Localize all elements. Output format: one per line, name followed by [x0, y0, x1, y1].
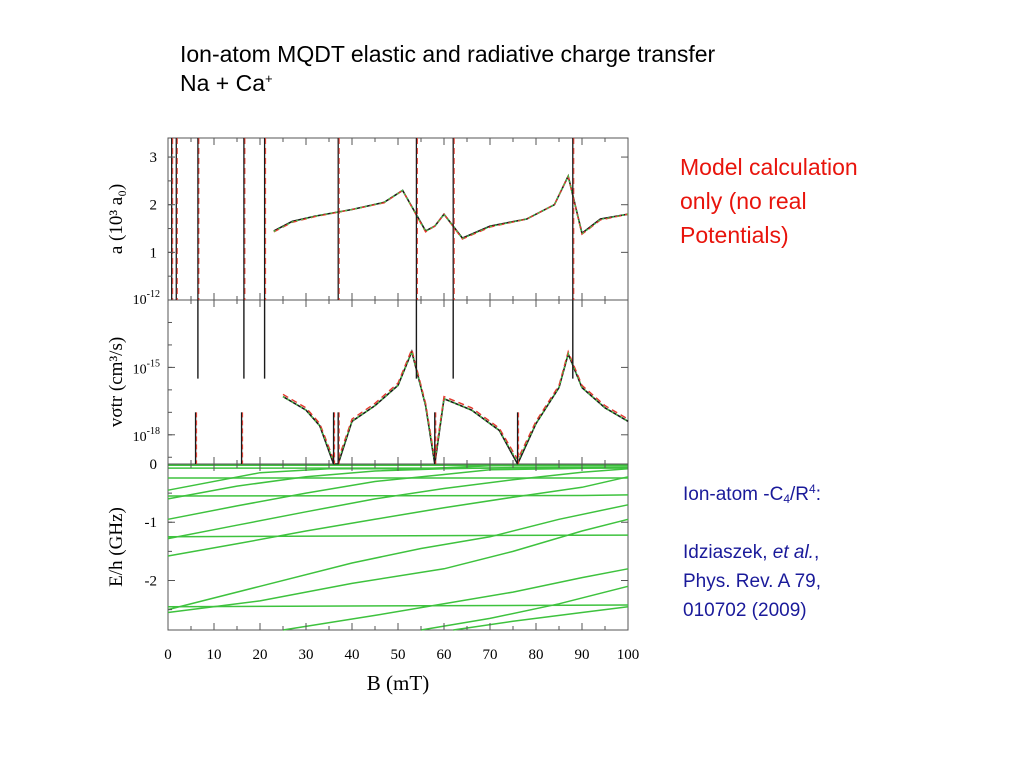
x-axis-label: B (mT)	[367, 671, 429, 695]
a-axis-label: a (10³ a₀)	[106, 184, 127, 254]
a-tick-label: 3	[150, 150, 158, 166]
energy-tick-label: 0	[150, 457, 158, 473]
panel-a-frame	[167, 137, 629, 301]
energy-tick-label: -1	[145, 515, 158, 531]
slide-title: Ion-atom MQDT elastic and radiative char…	[180, 40, 900, 98]
model-note: Model calculation only (no real Potentia…	[680, 150, 920, 252]
model-note-line-1: Model calculation	[680, 154, 858, 180]
model-superscript: 4	[809, 482, 816, 496]
energy-axis-label: E/h (GHz)	[106, 507, 127, 587]
energy-level-curve	[167, 476, 629, 557]
axis-tick-labels: 0 10 20 30 40 50 60 70 80 90 100 1 2 3 10-12 10-15 10-18…	[133, 150, 640, 663]
energy-level-curve	[167, 466, 629, 500]
energy-level-curve	[167, 534, 629, 538]
energy-level-curve	[167, 518, 629, 614]
x-tick-label: 0	[164, 647, 172, 663]
energy-level-curve	[282, 568, 629, 631]
panel-energy-curves	[167, 464, 629, 631]
potential-model: Ion-atom -C4/R4:	[683, 480, 943, 509]
citation-journal: Phys. Rev. A 79,	[683, 571, 822, 592]
rate-series-dashed	[282, 347, 629, 461]
energy-level-curve	[453, 605, 629, 631]
rate-tick-label: 10-15	[133, 358, 160, 377]
energy-level-curve	[420, 585, 629, 631]
model-suffix: :	[815, 484, 821, 505]
citation-authors: Idziaszek, et al.,	[683, 538, 943, 567]
title-system: Na + Ca	[180, 70, 266, 96]
x-tick-label: 10	[207, 647, 222, 663]
a-tick-label: 1	[150, 245, 158, 261]
a-tick-label: 2	[150, 198, 158, 214]
x-tick-label: 60	[437, 647, 452, 663]
x-tick-label: 40	[345, 647, 360, 663]
et-al-comma: ,	[813, 542, 820, 563]
a-series-dotted	[273, 174, 629, 240]
reference-block: Ion-atom -C4/R4: Idziaszek, et al., Phys…	[683, 480, 943, 625]
citation-article: 010702 (2009)	[683, 600, 807, 621]
x-tick-label: 50	[391, 647, 406, 663]
energy-level-curve	[167, 466, 629, 521]
rate-tick-label: 10-18	[133, 426, 160, 445]
x-tick-label: 30	[299, 647, 314, 663]
energy-level-curve	[167, 494, 629, 497]
rate-axis-label: vσtr (cm³/s)	[106, 337, 127, 427]
author-name: Idziaszek,	[683, 542, 773, 563]
panel-a-curves	[171, 138, 629, 300]
x-tick-label: 90	[575, 647, 590, 663]
energy-level-curve	[167, 467, 629, 540]
x-tick-label: 70	[483, 647, 498, 663]
title-charge: +	[265, 71, 273, 86]
x-tick-label: 20	[253, 647, 268, 663]
model-mid: /R	[790, 484, 809, 505]
et-al: et al.	[772, 542, 814, 563]
title-line-2: Na + Ca+	[180, 69, 900, 98]
model-note-line-3: Potentials)	[680, 222, 789, 248]
model-prefix: Ion-atom -C	[683, 484, 784, 505]
panel-rate-curves	[194, 300, 629, 466]
model-note-line-2: only (no real	[680, 188, 807, 214]
rate-tick-label: 10-12	[133, 289, 160, 308]
model-subscript: 4	[783, 492, 790, 506]
energy-level-curve	[167, 504, 629, 611]
x-tick-label: 100	[617, 647, 640, 663]
a-series-dashed	[273, 174, 629, 240]
x-tick-label: 80	[529, 647, 544, 663]
title-line-1: Ion-atom MQDT elastic and radiative char…	[180, 41, 716, 67]
energy-level-curve	[167, 604, 629, 608]
axis-ticks	[167, 138, 629, 630]
energy-tick-label: -2	[145, 573, 158, 589]
